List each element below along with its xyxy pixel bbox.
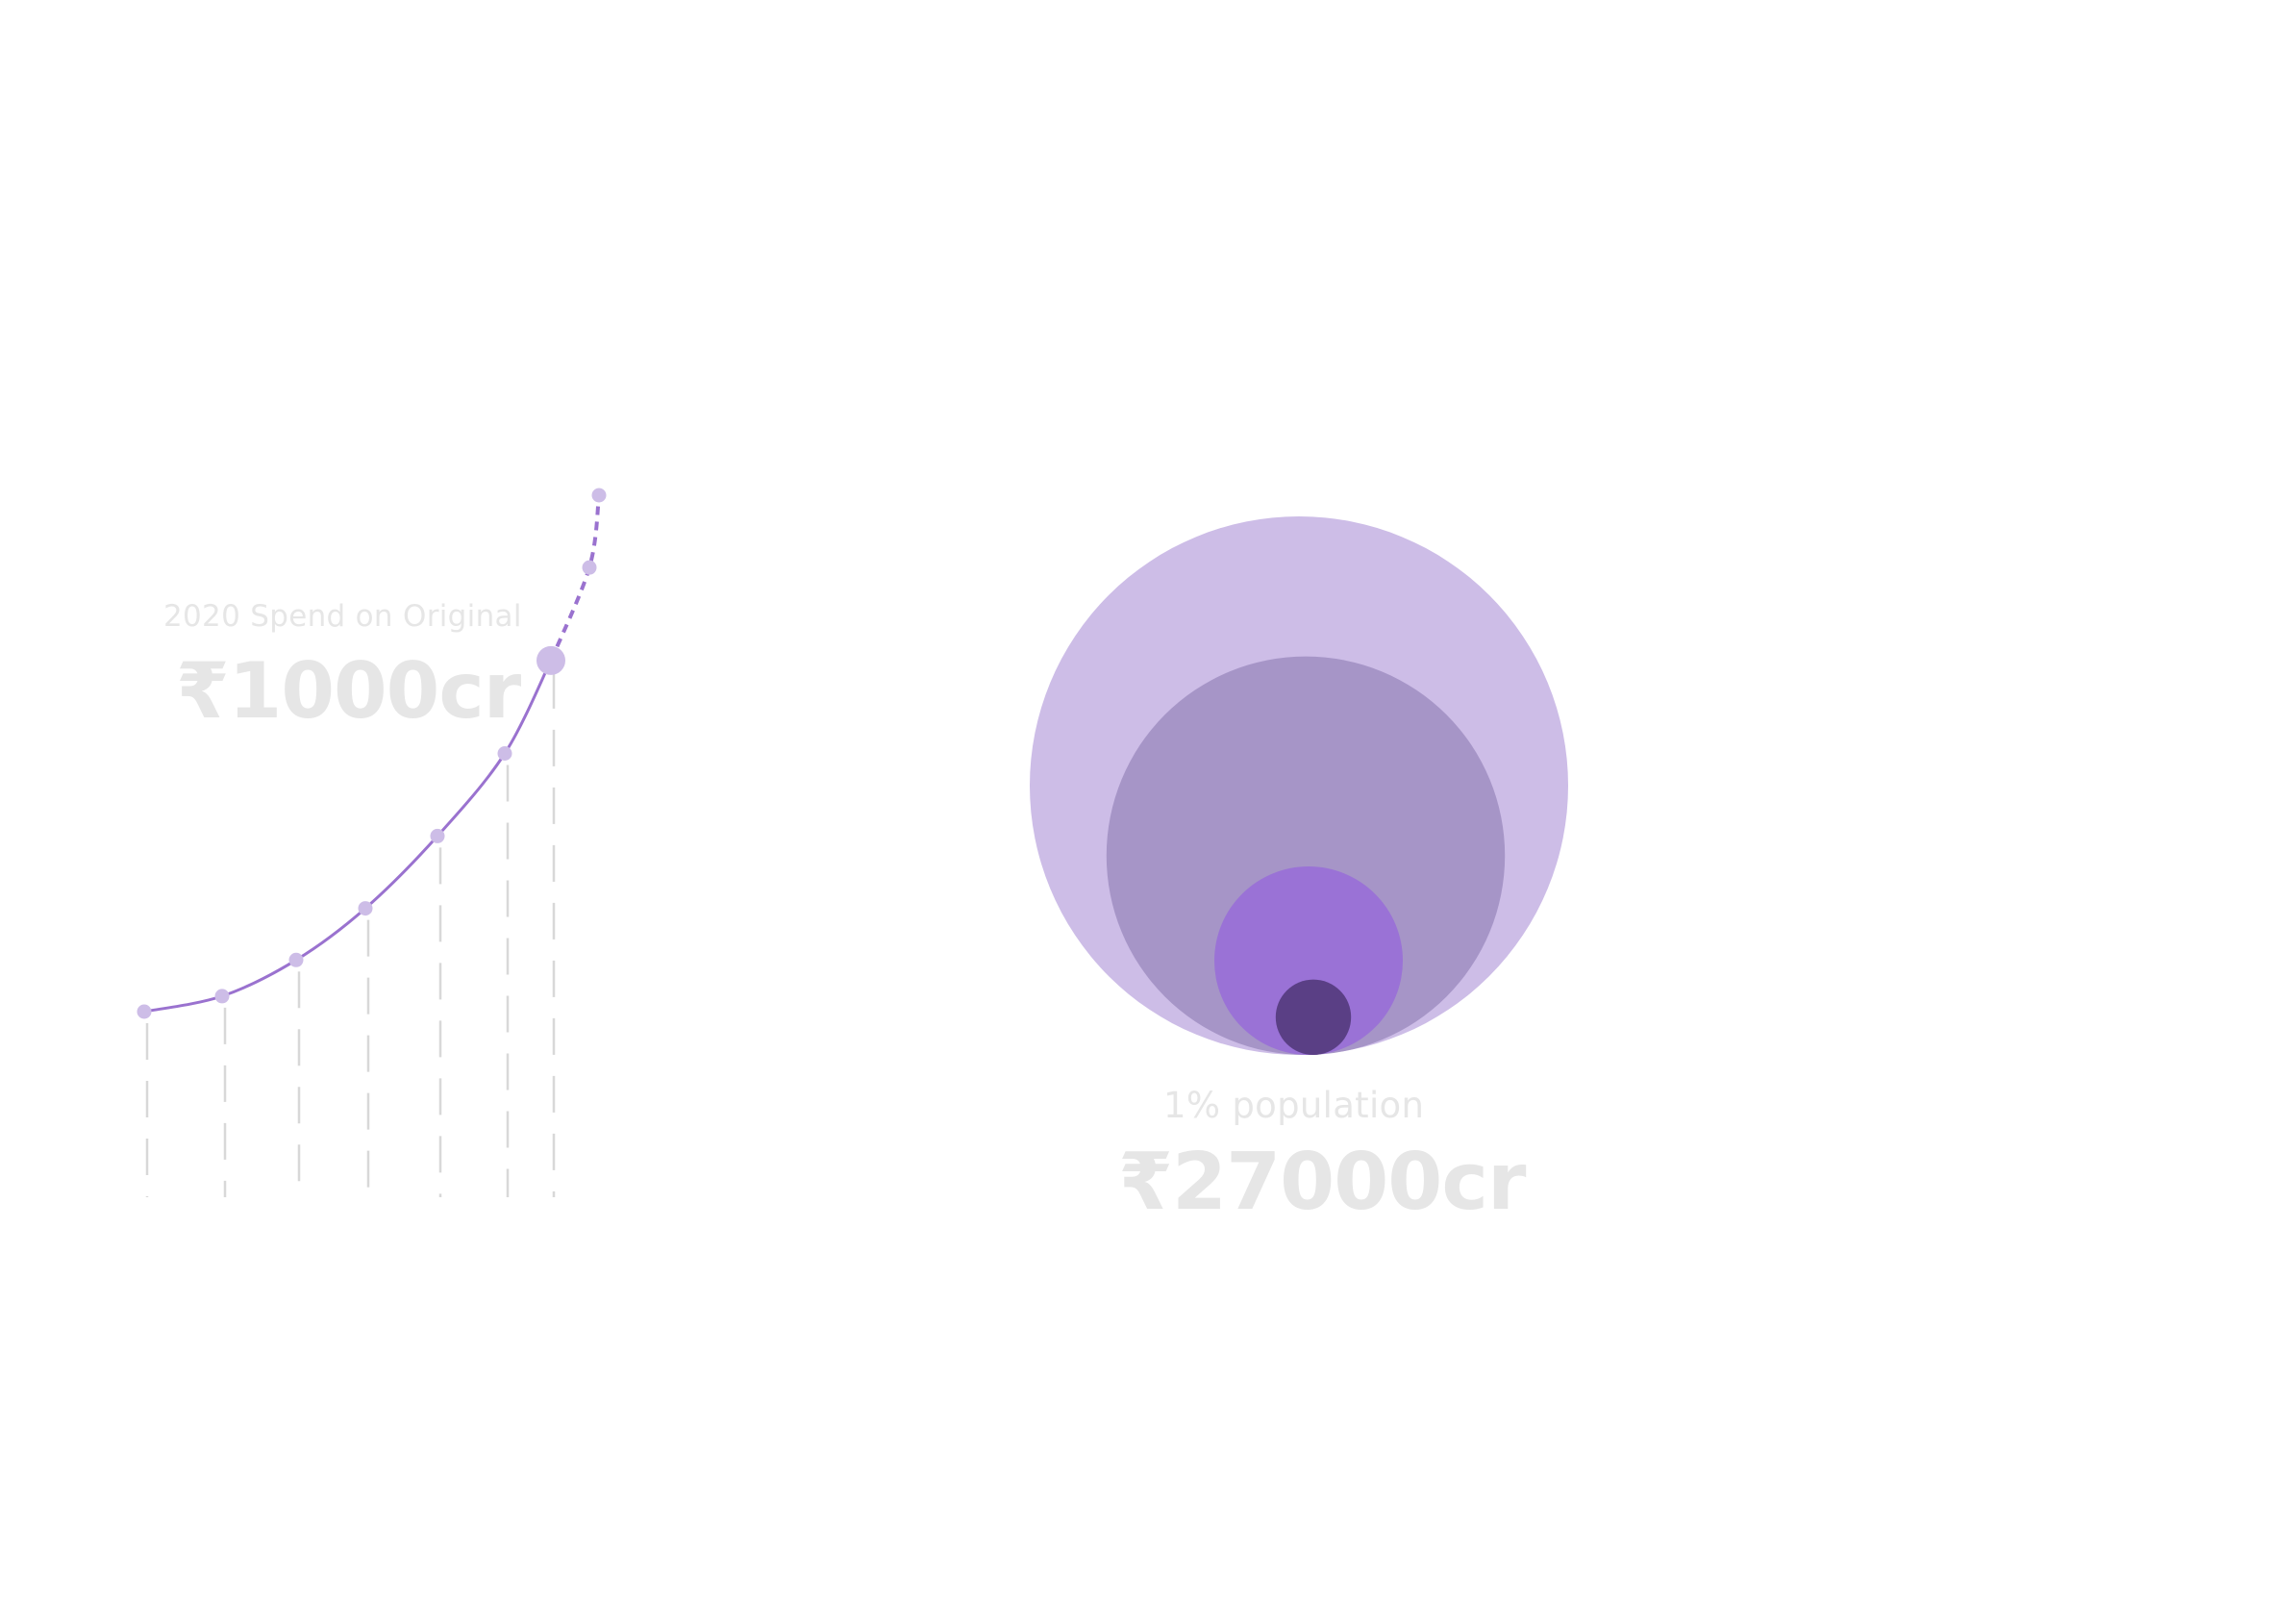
data-point [288,952,304,967]
growth-curve-projection [549,494,601,662]
spend-caption-value: ₹1000cr [176,646,521,736]
spend-caption-label: 2020 Spend on Original [163,599,522,634]
data-point [214,989,230,1004]
circles-group [1030,516,1568,1055]
data-points-group [137,488,607,1019]
nested-circle-2 [1106,656,1506,1055]
population-caption-value: ₹27000cr [1118,1137,1526,1228]
data-point [591,488,607,503]
growth-line-chart [137,488,607,1197]
highlighted-data-point [537,645,565,675]
population-caption-label: 1% population [1163,1085,1425,1126]
data-point [497,746,512,761]
data-point [430,828,445,843]
drop-lines-group [145,671,556,1197]
nested-circle-4 [1275,979,1352,1055]
data-point [137,1004,152,1019]
nested-circle-3 [1214,866,1403,1055]
data-point [358,901,373,916]
nested-circles-chart [1030,516,1568,1055]
data-point [582,560,597,575]
